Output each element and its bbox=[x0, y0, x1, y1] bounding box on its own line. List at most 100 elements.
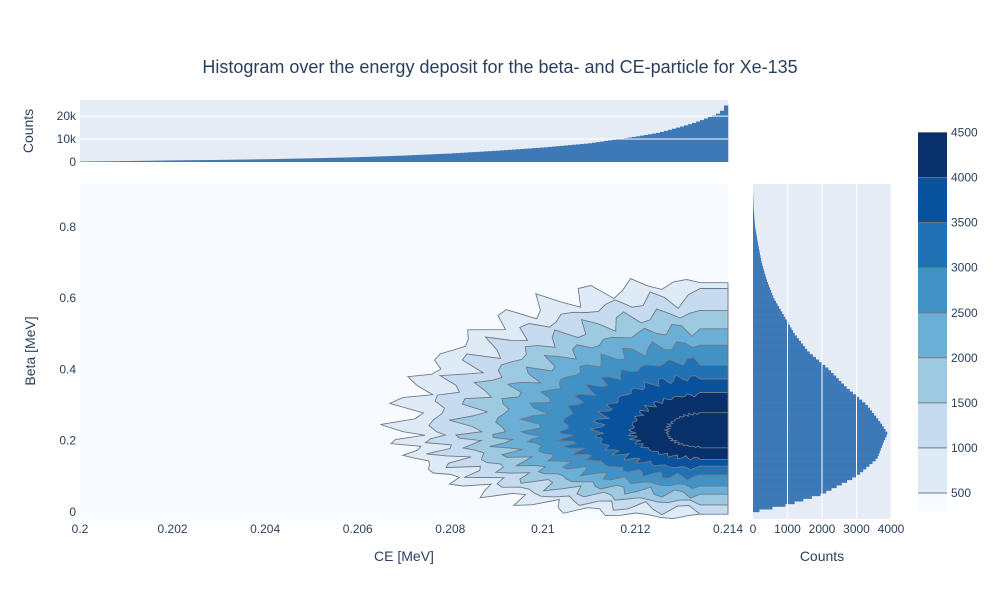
top-histogram-bar bbox=[136, 161, 140, 162]
right-histogram-bar bbox=[753, 301, 776, 304]
right-histogram-bar bbox=[753, 290, 771, 293]
top-histogram-y-tick-label: 0 bbox=[69, 155, 76, 169]
right-histogram-bar bbox=[753, 287, 770, 290]
colorbar-band bbox=[918, 448, 947, 493]
top-histogram-bar bbox=[268, 159, 272, 162]
right-histogram-bar bbox=[753, 389, 850, 392]
top-histogram-bar bbox=[356, 157, 360, 162]
top-histogram-bar bbox=[388, 156, 392, 162]
right-histogram-bar bbox=[753, 509, 759, 512]
top-histogram-bar bbox=[524, 149, 528, 162]
top-histogram-bar bbox=[628, 138, 632, 162]
top-histogram-bar bbox=[116, 161, 120, 162]
top-histogram-bar bbox=[312, 158, 316, 162]
right-histogram-bar bbox=[753, 421, 880, 424]
right-histogram-bar bbox=[753, 405, 868, 408]
top-histogram-bar bbox=[480, 152, 484, 162]
right-histogram-bar bbox=[753, 437, 885, 440]
right-histogram-bar bbox=[753, 204, 754, 207]
right-histogram-bar bbox=[753, 426, 884, 429]
right-histogram-bar bbox=[753, 237, 757, 240]
right-histogram-bar bbox=[753, 458, 876, 461]
colorbar-band bbox=[918, 358, 947, 403]
main-x-tick-label: 0.214 bbox=[713, 522, 743, 536]
right-histogram-bar bbox=[753, 346, 805, 349]
top-histogram-bar bbox=[600, 142, 604, 162]
top-histogram-bar bbox=[456, 153, 460, 162]
right-histogram-bar bbox=[753, 490, 826, 493]
top-histogram-bar bbox=[280, 159, 284, 162]
top-histogram-bar bbox=[508, 150, 512, 162]
top-histogram-bar bbox=[244, 160, 248, 162]
right-histogram-bar bbox=[753, 306, 779, 309]
colorbar-tick-label: 500 bbox=[951, 486, 971, 500]
x-axis-title: CE [MeV] bbox=[374, 548, 434, 564]
top-histogram-bar bbox=[380, 156, 384, 162]
top-histogram-bar bbox=[640, 136, 644, 162]
top-histogram-bar bbox=[676, 128, 680, 162]
right-histogram-bar bbox=[753, 253, 760, 256]
top-histogram-bar bbox=[124, 161, 128, 162]
top-histogram-bar bbox=[336, 158, 340, 162]
right-histogram-bar bbox=[753, 442, 883, 445]
top-histogram-bar bbox=[444, 154, 448, 162]
top-histogram-bar bbox=[688, 124, 692, 162]
colorbar-band bbox=[918, 223, 947, 268]
right-histogram-x-tick-label: 0 bbox=[750, 522, 757, 536]
right-histogram-bar bbox=[753, 239, 757, 242]
top-histogram-bar bbox=[384, 156, 388, 162]
top-histogram-bar bbox=[100, 161, 104, 162]
top-histogram-bar bbox=[460, 153, 464, 162]
right-histogram-x-tick-label: 3000 bbox=[843, 522, 870, 536]
main-y-tick-label: 0.4 bbox=[59, 362, 76, 376]
colorbar-band bbox=[918, 268, 947, 313]
top-histogram-bar bbox=[232, 160, 236, 162]
top-histogram-bar bbox=[424, 155, 428, 162]
right-histogram-bar bbox=[753, 269, 764, 272]
top-histogram-bar bbox=[420, 155, 424, 162]
top-histogram-bar bbox=[368, 157, 372, 162]
top-histogram-bar bbox=[556, 146, 560, 162]
top-histogram-bar bbox=[148, 161, 152, 162]
main-y-ticks: 00.20.40.60.8 bbox=[59, 220, 76, 519]
right-histogram-bar bbox=[753, 309, 781, 312]
right-histogram-bar bbox=[753, 354, 813, 357]
top-histogram-bar bbox=[448, 154, 452, 162]
right-histogram-bar bbox=[753, 263, 762, 266]
top-histogram-bar bbox=[240, 160, 244, 162]
colorbar-band bbox=[918, 178, 947, 223]
top-histogram-bar bbox=[220, 160, 224, 162]
right-histogram-bar bbox=[753, 271, 765, 274]
top-histogram-bar bbox=[452, 153, 456, 162]
right-histogram-bar bbox=[753, 279, 767, 282]
right-histogram-bar bbox=[753, 314, 784, 317]
top-histogram-bar bbox=[680, 127, 684, 162]
right-histogram-bar bbox=[753, 282, 768, 285]
right-histogram-bar bbox=[753, 221, 755, 224]
right-histogram-bar bbox=[753, 215, 754, 218]
top-histogram-bar bbox=[488, 151, 492, 162]
right-histogram-bar bbox=[753, 445, 882, 448]
top-histogram-bar bbox=[376, 156, 380, 162]
right-histogram-x-tick-label: 2000 bbox=[809, 522, 836, 536]
top-histogram-bar bbox=[476, 152, 480, 162]
top-histogram-bar bbox=[584, 144, 588, 162]
right-histogram-bar bbox=[753, 394, 856, 397]
top-histogram-bar bbox=[112, 161, 116, 162]
right-histogram-bar bbox=[753, 335, 797, 338]
right-histogram-bar bbox=[753, 402, 865, 405]
top-histogram-bar bbox=[140, 161, 144, 162]
top-histogram-bar bbox=[692, 123, 696, 162]
top-histogram-bar bbox=[252, 159, 256, 162]
top-histogram-bar bbox=[632, 137, 636, 162]
top-histogram-bar bbox=[304, 158, 308, 162]
top-histogram-bar bbox=[588, 143, 592, 162]
top-histogram-bar bbox=[296, 159, 300, 162]
right-histogram-bar bbox=[753, 378, 839, 381]
top-histogram-bar bbox=[408, 155, 412, 162]
top-histogram-bar bbox=[196, 160, 200, 162]
right-histogram-bar bbox=[753, 325, 790, 328]
top-histogram-bar bbox=[176, 160, 180, 162]
right-histogram-bar bbox=[753, 322, 788, 325]
